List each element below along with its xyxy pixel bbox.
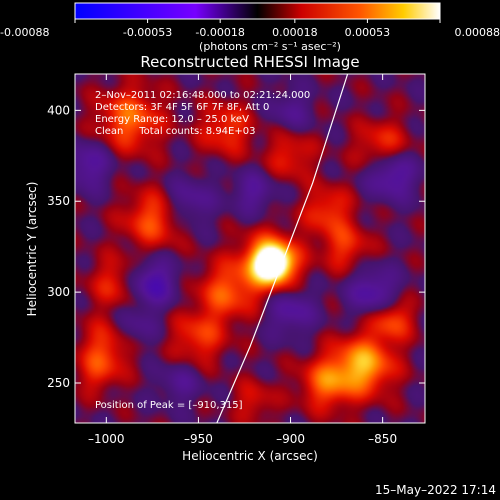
colorbar-tick-label: -0.00053 — [123, 26, 172, 39]
x-tick-label: –900 — [276, 432, 305, 446]
colorbar-ticks: -0.00088 -0.00053 -0.00018 0.00018 0.00053 0.… — [0, 19, 500, 39]
annotation-energy-range: Energy Range: 12.0 – 25.0 keV — [95, 114, 249, 125]
peak-position-label: Position of Peak = [–910,315] — [95, 400, 243, 411]
y-tick-label: 250 — [47, 376, 70, 390]
plot-frame — [74, 73, 426, 424]
x-axis-label: Heliocentric X (arcsec) — [182, 449, 318, 463]
y-axis-ticks: 250 300 350 400 — [47, 103, 425, 390]
y-tick-label: 400 — [47, 103, 70, 117]
y-tick-label: 350 — [47, 194, 70, 208]
colorbar-unit-label: (photons cm⁻² s⁻¹ asec⁻²) — [199, 40, 341, 53]
heatmap-image — [75, 74, 425, 423]
annotation-block: 2–Nov–2011 02:16:48.000 to 02:21:24.000 … — [95, 90, 310, 137]
x-tick-label: –950 — [184, 432, 213, 446]
colorbar-tick-label: 0.00053 — [345, 26, 391, 39]
annotation-time-range: 2–Nov–2011 02:16:48.000 to 02:21:24.000 — [95, 90, 310, 101]
colorbar-tick-label: 0.00088 — [455, 26, 500, 39]
y-axis-label: Heliocentric Y (arcsec) — [25, 182, 39, 317]
x-tick-label: –1000 — [88, 432, 125, 446]
annotation-detectors: Detectors: 3F 4F 5F 6F 7F 8F, Att 0 — [95, 102, 269, 113]
colorbar-tick-label: -0.00018 — [195, 26, 244, 39]
y-tick-label: 300 — [47, 285, 70, 299]
solar-limb-line — [216, 74, 349, 423]
footer-timestamp: 15–May–2022 17:14 — [375, 483, 496, 497]
x-axis-ticks: –1000 –950 –900 –850 — [88, 74, 397, 446]
colorbar-tick-label: -0.00088 — [0, 26, 49, 39]
chart-title: Reconstructed RHESSI Image — [140, 53, 359, 71]
colorbar-tick-label: 0.00018 — [272, 26, 318, 39]
colorbar — [74, 2, 441, 20]
x-tick-label: –850 — [368, 432, 397, 446]
annotation-clean-counts: Clean Total counts: 8.94E+03 — [95, 126, 255, 137]
